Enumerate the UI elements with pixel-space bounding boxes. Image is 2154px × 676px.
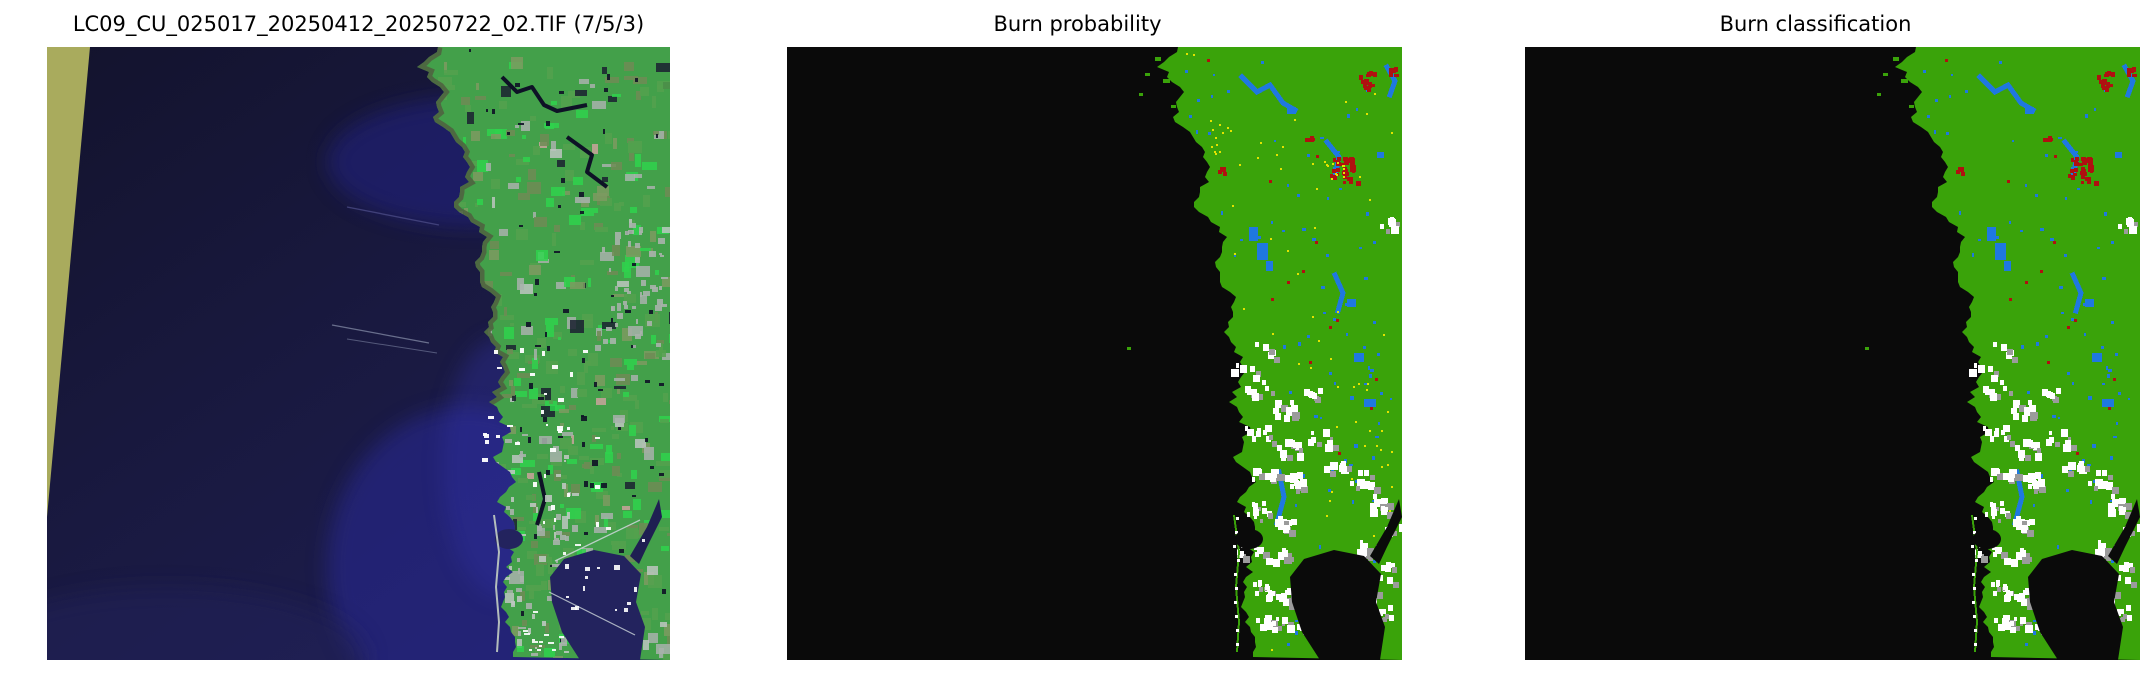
panel-title-composite: LC09_CU_025017_20250412_20250722_02.TIF … [72, 12, 645, 36]
burn-classification-map [1525, 47, 2140, 660]
panel-title-burn-classification: Burn classification [1719, 12, 1912, 36]
panel-title-burn-probability: Burn probability [993, 12, 1162, 36]
burn-probability-map [787, 47, 1402, 660]
landsat-composite-image [47, 47, 670, 660]
